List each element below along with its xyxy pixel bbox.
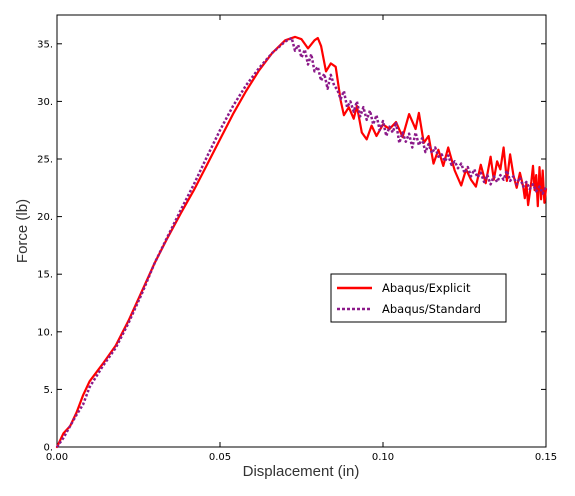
y-tick-label: 15. (37, 270, 53, 281)
y-axis: 0. 5. 10. 15. 20. 25. 30. 35. (37, 39, 546, 454)
plot-frame (56, 14, 547, 448)
legend-label-standard: Abaqus/Standard (382, 302, 481, 316)
x-tick-label: 0.10 (372, 452, 394, 463)
legend-label-explicit: Abaqus/Explicit (382, 281, 471, 295)
x-tick-label: 0.05 (209, 452, 231, 463)
y-tick-label: 35. (37, 39, 53, 50)
x-axis-title: Displacement (in) (243, 463, 360, 480)
series-layer (55, 35, 548, 449)
legend-box (330, 273, 507, 323)
x-tick-label: 0.15 (535, 452, 557, 463)
y-tick-label: 10. (37, 327, 53, 338)
y-tick-label: 5. (43, 385, 53, 396)
y-tick-label: 25. (37, 155, 53, 166)
y-tick-label: 0. (43, 443, 53, 454)
series-line-explicit (55, 35, 548, 449)
y-axis-title: Force (lb) (14, 199, 31, 263)
x-axis: 0.00 0.05 0.10 0.15 (46, 15, 557, 463)
series-line-standard (55, 36, 548, 448)
x-tick-label: 0.00 (46, 452, 68, 463)
legend: Abaqus/Explicit Abaqus/Standard (330, 273, 507, 323)
y-tick-label: 20. (37, 212, 53, 223)
y-tick-label: 30. (37, 97, 53, 108)
